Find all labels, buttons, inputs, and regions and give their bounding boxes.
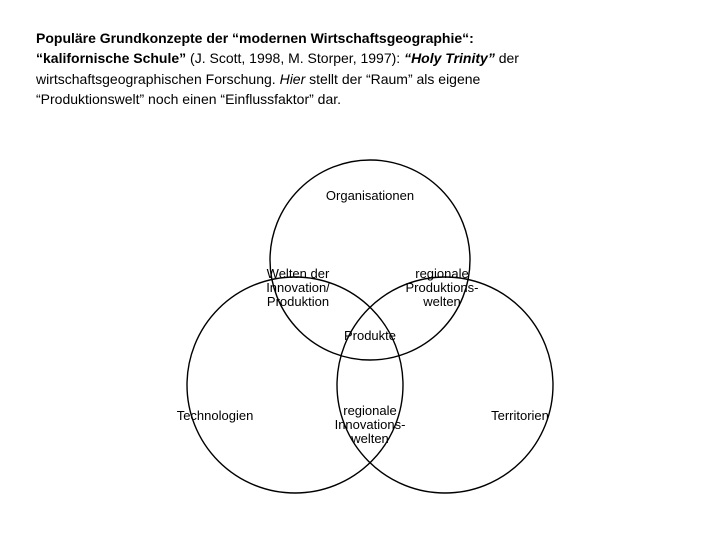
venn-svg: Organisationen Produkte Technologien Ter… bbox=[0, 0, 720, 540]
label-regionale-produktionswelten: regionaleProduktions-welten bbox=[406, 266, 479, 309]
label-territorien: Territorien bbox=[491, 408, 549, 423]
label-welten-innovation: Welten derInnovation/Produktion bbox=[266, 266, 330, 309]
venn-circle-right bbox=[337, 277, 553, 493]
label-regionale-innovationswelten: regionaleInnovations-welten bbox=[335, 403, 406, 446]
venn-circle-left bbox=[187, 277, 403, 493]
label-technologien: Technologien bbox=[177, 408, 254, 423]
venn-diagram: Organisationen Produkte Technologien Ter… bbox=[0, 0, 720, 540]
label-organisationen: Organisationen bbox=[326, 188, 414, 203]
page-root: Populäre Grundkonzepte der “modernen Wir… bbox=[0, 0, 720, 540]
label-produkte: Produkte bbox=[344, 328, 396, 343]
